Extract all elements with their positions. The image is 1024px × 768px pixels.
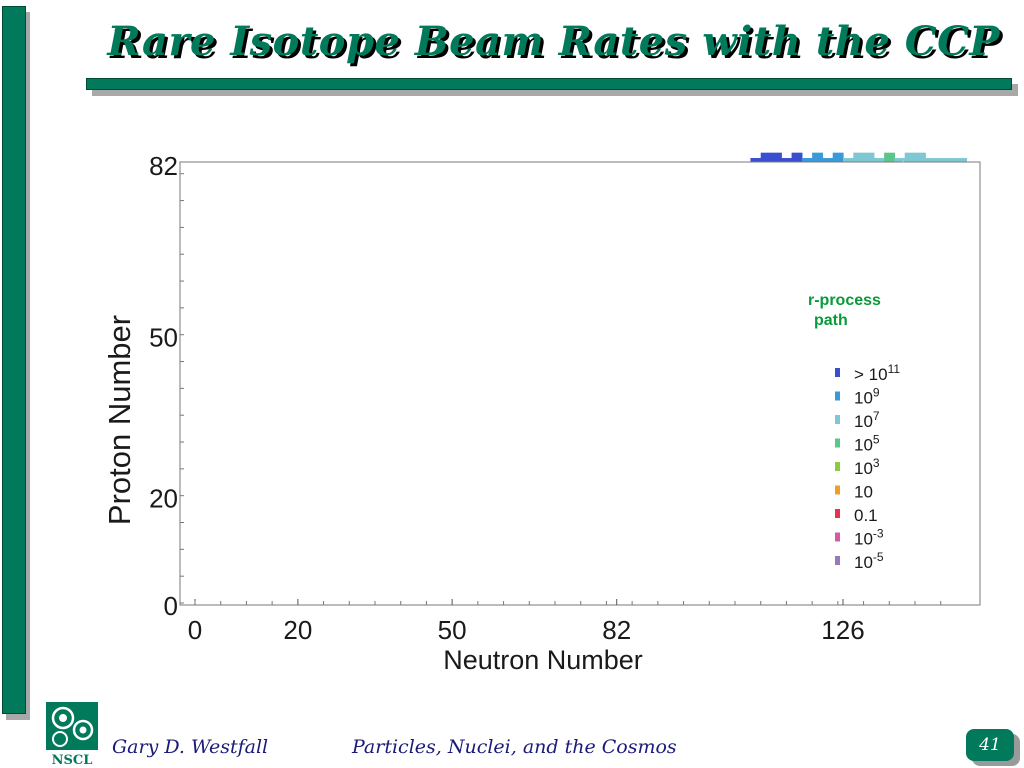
x-tick-label: 20 bbox=[283, 615, 312, 645]
plot-frame bbox=[179, 161, 981, 606]
heatmap-cell bbox=[853, 152, 865, 164]
legend-label: 0.1 bbox=[854, 506, 878, 525]
chart-axes: 0 20 50 82 126 0 20 50 82 bbox=[149, 151, 981, 645]
legend-label: 10 bbox=[854, 483, 873, 502]
y-axis-label: Proton Number bbox=[102, 315, 137, 525]
y-tick-label: 20 bbox=[149, 484, 178, 514]
footer-author: Gary D. Westfall bbox=[112, 736, 269, 758]
heatmap-cell bbox=[791, 152, 803, 164]
heatmap-cell bbox=[760, 152, 772, 164]
footer-course: Particles, Nuclei, and the Cosmos bbox=[352, 736, 677, 758]
x-tick-label: 0 bbox=[188, 615, 202, 645]
x-tick-label: 50 bbox=[438, 615, 467, 645]
heatmap-cell bbox=[771, 152, 782, 164]
left-accent-bar bbox=[2, 6, 26, 714]
heatmap-cell bbox=[915, 152, 926, 164]
logo-text: NSCL bbox=[52, 753, 93, 766]
legend-swatch bbox=[835, 462, 840, 471]
y-tick-label: 0 bbox=[164, 591, 178, 621]
heatmap-cell bbox=[904, 152, 916, 164]
y-tick-label: 82 bbox=[149, 151, 178, 181]
slide-title: Rare Isotope Beam Rates with the CCP bbox=[107, 18, 1000, 65]
legend-swatch bbox=[835, 485, 840, 495]
heatmap-cell bbox=[832, 152, 844, 164]
y-tick-label: 50 bbox=[149, 323, 178, 353]
legend-swatch bbox=[835, 438, 840, 448]
nscl-logo: NSCL bbox=[46, 702, 98, 766]
nuclide-chart: 0 20 50 82 126 0 20 50 82 > 1011109107105103100.… bbox=[102, 151, 981, 675]
heatmap-cell bbox=[884, 152, 896, 164]
legend-swatch bbox=[835, 415, 840, 424]
x-axis-label: Neutron Number bbox=[443, 645, 643, 675]
annotation-rprocess-line1: r-process bbox=[808, 292, 881, 309]
heatmap-cell bbox=[812, 152, 824, 164]
x-tick-label: 126 bbox=[821, 615, 864, 645]
x-tick-label: 82 bbox=[602, 615, 631, 645]
legend-swatch bbox=[835, 532, 840, 542]
page-number: 41 bbox=[966, 729, 1014, 761]
legend-swatch bbox=[835, 509, 840, 518]
legend-swatch bbox=[835, 368, 840, 377]
title-rule bbox=[86, 78, 1012, 90]
legend-swatch bbox=[835, 556, 840, 565]
annotation-rprocess-line2: path bbox=[814, 312, 848, 329]
heatmap-cell bbox=[863, 152, 875, 164]
legend-swatch bbox=[835, 391, 840, 401]
